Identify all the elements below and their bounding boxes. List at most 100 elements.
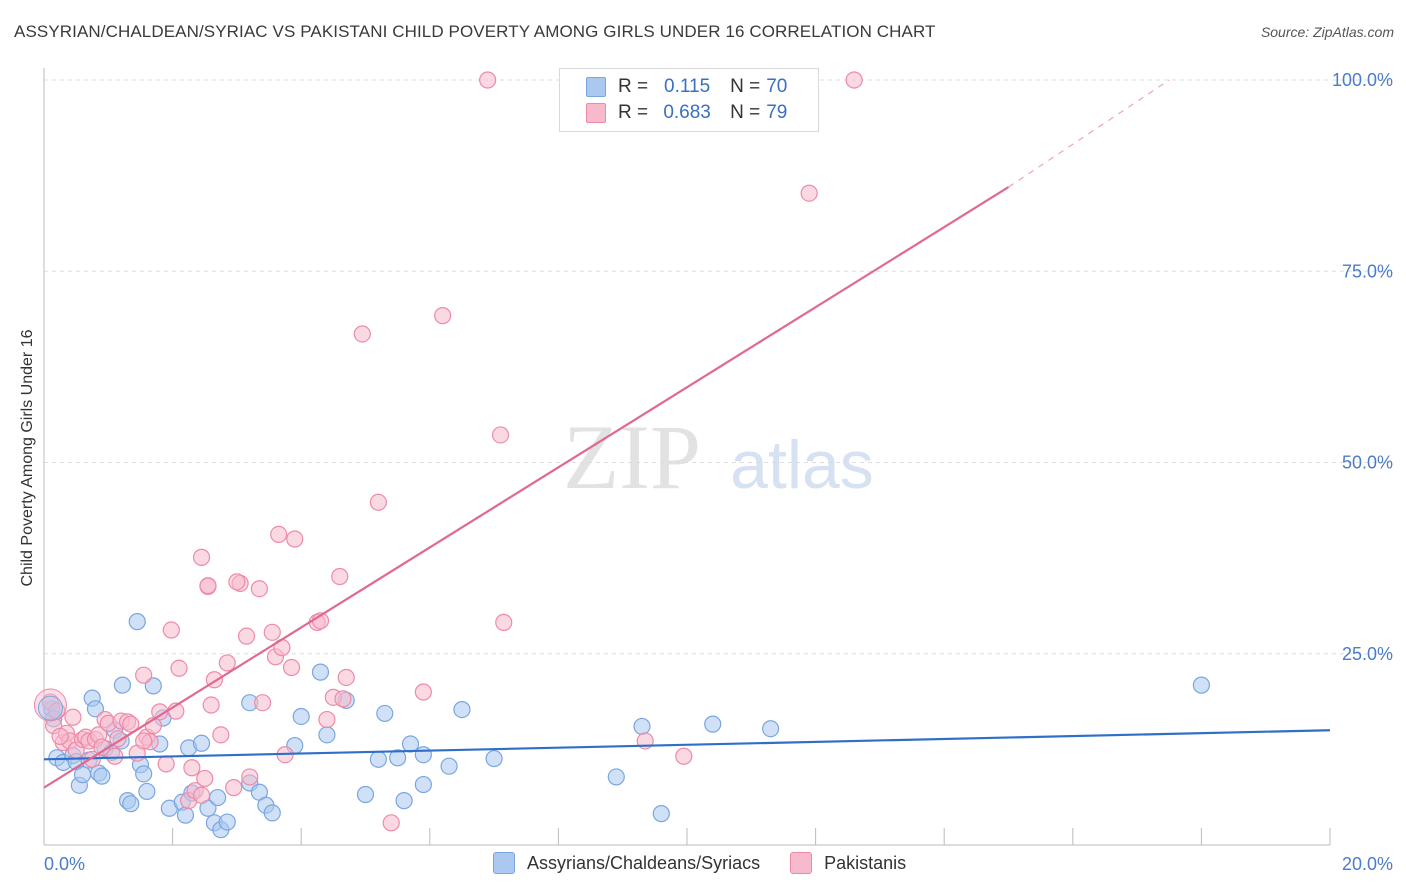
assyrian-point [263, 804, 281, 822]
pakistani-point [250, 580, 269, 598]
pakistani-point [170, 659, 188, 677]
pakistani-point [286, 530, 304, 548]
blue-swatch [493, 852, 515, 874]
pakistani-point [199, 577, 217, 595]
pakistani-point [254, 694, 272, 712]
pakistani-point [263, 623, 281, 641]
assyrian-point [376, 704, 394, 723]
pakistani-point [382, 814, 400, 832]
pakistani-point [414, 683, 432, 701]
pakistani-point [331, 567, 349, 586]
assyrian-point [138, 782, 156, 801]
pakistani-point [109, 730, 127, 748]
assyrian-point [292, 707, 310, 726]
assyrian-point [86, 700, 105, 718]
assyrian-point [607, 768, 625, 786]
pakistani-point [845, 71, 863, 89]
legend-label: Assyrians/Chaldeans/Syriacs [527, 852, 761, 873]
pakistani-point [270, 525, 288, 544]
assyrian-point [369, 750, 387, 768]
assyrian-point [122, 795, 140, 813]
pakistani-point [334, 690, 352, 708]
pakistani-point [337, 668, 355, 687]
pakistani-point [237, 627, 256, 645]
assyrian-point [633, 717, 651, 736]
assyrian-point [135, 765, 153, 783]
gridlines [44, 79, 1390, 655]
pakistani-point [225, 779, 243, 797]
pakistani-point [318, 710, 336, 729]
r-value: 0.115 [664, 76, 711, 97]
assyrian-point [414, 775, 432, 794]
pakistani-point [64, 708, 82, 726]
source-credit: Source: ZipAtlas.com [1260, 24, 1394, 40]
pakistani-point [675, 747, 693, 765]
assyrian-point [440, 757, 458, 775]
assyrian-point [1192, 676, 1211, 694]
stats-row-pakistanis: R = 0.683 N = 79 [586, 101, 787, 125]
assyrian-point [192, 734, 211, 752]
pakistani-point [135, 732, 153, 750]
series-legend: Assyrians/Chaldeans/Syriacs Pakistanis [493, 852, 936, 874]
assyrian-point [414, 746, 432, 764]
assyrian-point [209, 788, 227, 807]
n-label: N = [730, 76, 761, 97]
assyrian-point [93, 767, 111, 785]
pakistani-point [192, 548, 211, 566]
y-tick-label: 50.0% [1342, 453, 1393, 473]
r-label: R = [618, 76, 649, 97]
n-value: 70 [766, 76, 788, 97]
pakistani-point [800, 184, 818, 202]
pakistani-point [51, 727, 69, 745]
legend-item-pakistanis[interactable]: Pakistanis [790, 852, 906, 874]
assyrian-trend-line [43, 729, 1331, 761]
assyrian-point [761, 720, 780, 738]
pakistani-point [183, 759, 201, 777]
axes [43, 68, 1331, 846]
pakistani-point [202, 696, 220, 714]
pakistani-point [282, 658, 301, 677]
watermark-zip: ZIP [563, 406, 701, 508]
pakistani-point [495, 613, 513, 631]
assyrian-point [389, 749, 407, 767]
pakistani-point [228, 573, 246, 591]
y-tick-label: 100.0% [1332, 70, 1393, 90]
assyrian-point [218, 813, 236, 831]
legend-label: Pakistanis [824, 852, 907, 873]
assyrian-point [318, 726, 336, 744]
pakistani-point [122, 715, 140, 733]
pakistani-point [241, 768, 259, 786]
assyrian-point [311, 663, 330, 681]
assyrian-point [453, 700, 471, 719]
pakistani-point [212, 726, 230, 744]
pakistani-point [491, 426, 510, 444]
assyrian-point [128, 613, 146, 631]
blue-swatch [586, 77, 606, 97]
legend-item-assyrians[interactable]: Assyrians/Chaldeans/Syriacs [493, 852, 760, 874]
chart-title: ASSYRIAN/CHALDEAN/SYRIAC VS PAKISTANI CH… [14, 22, 936, 41]
assyrian-point [144, 677, 162, 695]
pakistani-point [369, 493, 387, 511]
pakistani-point [192, 786, 211, 804]
assyrian-point [704, 715, 722, 733]
assyrian-point [73, 766, 92, 784]
pakistani-point [434, 307, 452, 325]
pakistani-trend-line [43, 186, 1010, 789]
assyrian-point [113, 676, 132, 694]
pakistani-point [479, 71, 497, 89]
assyrian-point [176, 806, 195, 824]
assyrian-point [395, 792, 413, 810]
assyrian-point [37, 695, 63, 721]
pakistani-point [157, 755, 175, 773]
trend-lines [43, 79, 1331, 789]
pink-swatch [586, 103, 606, 123]
pakistani-trend-extension [1008, 79, 1170, 188]
pakistani-point [106, 747, 124, 765]
n-value: 79 [766, 102, 788, 123]
stats-row-assyrians: R = 0.115 N = 70 [586, 75, 787, 99]
x-tick-label: 20.0% [1342, 854, 1393, 874]
pink-swatch [790, 852, 813, 874]
assyrian-point [485, 749, 503, 768]
pakistani-point [196, 769, 214, 788]
